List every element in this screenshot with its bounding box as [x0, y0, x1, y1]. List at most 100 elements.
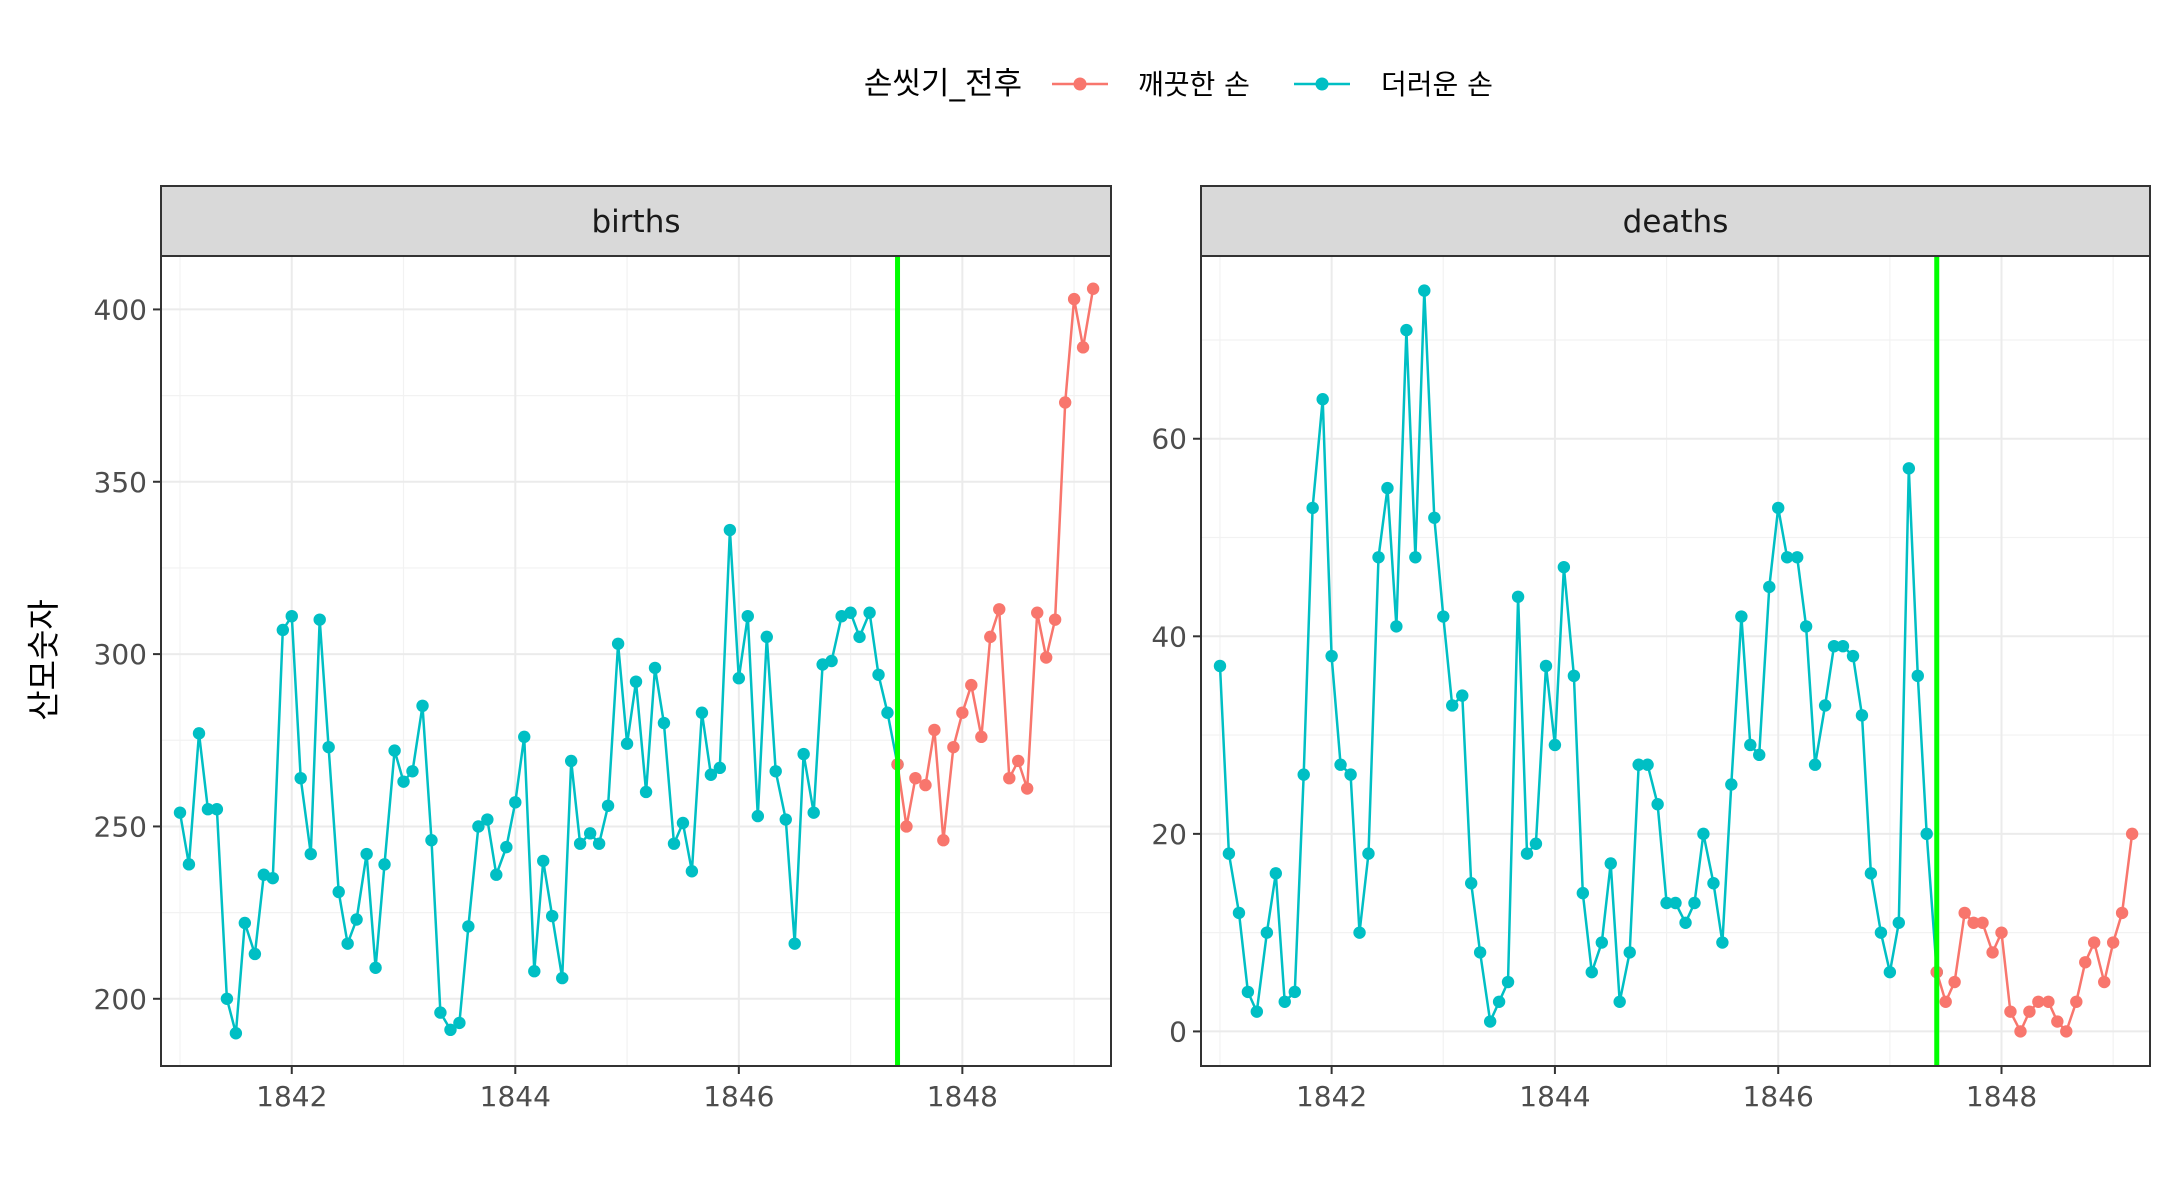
data-point-clean-hands [2070, 995, 2083, 1008]
data-point-dirty-hands [1306, 501, 1319, 515]
data-point-dirty-hands [472, 820, 485, 833]
data-point-dirty-hands [1548, 738, 1562, 752]
data-point-clean-hands [2087, 936, 2101, 949]
data-point-dirty-hands [1641, 758, 1654, 771]
data-point-dirty-hands [1632, 758, 1645, 771]
data-point-dirty-hands [797, 747, 810, 761]
data-point-clean-hands [1039, 651, 1053, 664]
data-point-dirty-hands [1232, 906, 1246, 920]
data-point-dirty-hands [1372, 551, 1385, 564]
data-point-dirty-hands [573, 837, 587, 850]
data-point-dirty-hands [853, 630, 866, 644]
data-point-dirty-hands [266, 871, 279, 885]
data-point-dirty-hands [1697, 827, 1710, 841]
data-point-dirty-hands [1492, 995, 1506, 1008]
data-point-dirty-hands [685, 865, 699, 878]
data-point-dirty-hands [1464, 877, 1478, 890]
data-point-dirty-hands [788, 937, 801, 950]
data-point-dirty-hands [1520, 847, 1534, 860]
data-point-dirty-hands [1278, 995, 1291, 1008]
data-point-dirty-hands [1316, 393, 1329, 406]
data-point-dirty-hands [341, 937, 354, 950]
data-point-clean-hands [2060, 1025, 2073, 1038]
data-point-clean-hands [1076, 341, 1090, 354]
data-point-dirty-hands [751, 809, 765, 823]
data-point-dirty-hands [1892, 916, 1905, 929]
data-point-dirty-hands [1920, 827, 1933, 841]
data-point-dirty-hands [378, 858, 391, 871]
data-point-dirty-hands [210, 803, 224, 816]
data-point-clean-hands [1995, 926, 2008, 939]
y-tick-label: 200 [94, 983, 147, 1016]
data-point-dirty-hands [1623, 946, 1636, 959]
data-point-dirty-hands [1874, 926, 1888, 939]
data-point-dirty-hands [545, 909, 559, 923]
data-point-dirty-hands [182, 858, 196, 871]
data-point-dirty-hands [1297, 768, 1310, 781]
data-point-dirty-hands [601, 799, 615, 812]
data-point-dirty-hands [611, 637, 625, 650]
data-point-dirty-hands [648, 661, 662, 675]
data-point-dirty-hands [1362, 847, 1375, 860]
legend-title: 손씻기_전후 [864, 66, 1022, 102]
x-tick-label: 1842 [256, 1080, 327, 1113]
data-point-dirty-hands [1213, 659, 1227, 673]
data-point-clean-hands [2023, 1005, 2036, 1018]
legend-label-clean-hands: 깨끗한 손 [1138, 68, 1250, 101]
panel-background [1201, 256, 2150, 1066]
data-point-dirty-hands [462, 920, 475, 933]
data-point-dirty-hands [732, 672, 746, 685]
facet-strip [1200, 185, 2151, 257]
data-point-clean-hands [900, 820, 913, 833]
data-point-dirty-hands [509, 796, 522, 809]
data-point-dirty-hands [434, 1006, 447, 1019]
data-point-dirty-hands [313, 613, 326, 626]
data-point-dirty-hands [592, 837, 606, 850]
facet-strip-label: births [592, 204, 681, 240]
data-point-dirty-hands [1780, 551, 1794, 564]
legend-item-clean-hands: 깨끗한 손 [1052, 68, 1250, 101]
data-point-dirty-hands [825, 654, 838, 668]
data-point-dirty-hands [350, 913, 363, 926]
data-point-dirty-hands [248, 947, 262, 961]
data-point-clean-hands [2125, 827, 2139, 841]
data-point-clean-hands [993, 603, 1006, 616]
x-tick-label: 1848 [1966, 1080, 2037, 1113]
series-line-dirty-hands [1218, 289, 1939, 1023]
data-point-clean-hands [1086, 282, 1100, 295]
facet-strip [160, 185, 1112, 257]
data-point-dirty-hands [1381, 481, 1394, 495]
data-point-dirty-hands [1790, 551, 1804, 564]
data-point-dirty-hands [528, 965, 541, 978]
data-point-dirty-hands [1409, 551, 1422, 564]
data-point-clean-hands [2051, 1015, 2064, 1028]
data-point-dirty-hands [704, 768, 718, 781]
data-point-dirty-hands [1846, 649, 1860, 663]
data-point-dirty-hands [192, 727, 206, 740]
x-tick-label: 1844 [1519, 1080, 1590, 1113]
data-point-clean-hands [1948, 975, 1961, 989]
data-point-clean-hands [2106, 936, 2120, 949]
data-point-dirty-hands [807, 806, 820, 819]
data-point-dirty-hands [518, 730, 531, 744]
data-point-dirty-hands [1390, 620, 1403, 633]
data-point-dirty-hands [657, 716, 671, 730]
data-point-dirty-hands [397, 775, 410, 788]
data-point-dirty-hands [1864, 867, 1878, 880]
data-point-dirty-hands [1735, 610, 1748, 623]
data-point-clean-hands [1031, 606, 1044, 619]
data-point-dirty-hands [1753, 748, 1766, 762]
data-point-dirty-hands [481, 813, 494, 826]
data-point-dirty-hands [1483, 1015, 1497, 1028]
data-point-dirty-hands [1660, 896, 1673, 910]
data-point-clean-hands [1067, 292, 1081, 306]
data-point-dirty-hands [1353, 926, 1366, 939]
data-point-dirty-hands [1473, 946, 1487, 959]
data-point-dirty-hands [844, 606, 857, 619]
legend: 손씻기_전후 깨끗한 손 더러운 손 [864, 66, 1493, 102]
data-point-dirty-hands [1400, 323, 1413, 337]
data-point-dirty-hands [1595, 936, 1609, 949]
data-point-clean-hands [965, 678, 978, 692]
data-point-dirty-hands [1744, 738, 1757, 752]
